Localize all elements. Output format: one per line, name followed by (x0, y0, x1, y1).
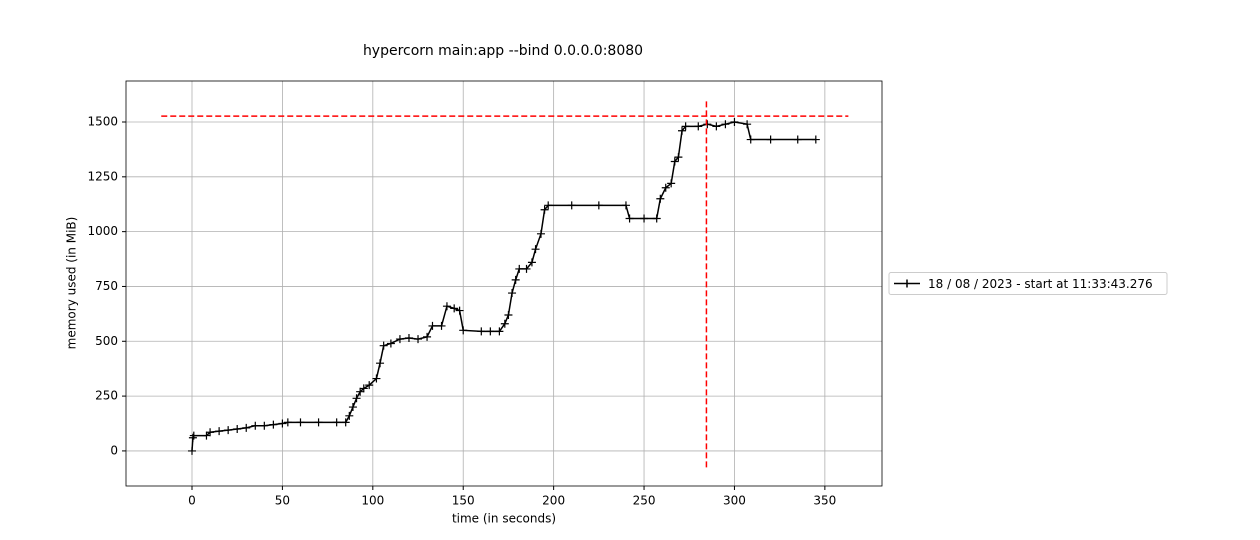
data-marker (376, 359, 385, 368)
data-marker (332, 418, 341, 427)
data-marker (746, 135, 755, 144)
data-marker (341, 418, 350, 427)
chart-title: hypercorn main:app --bind 0.0.0.0:8080 (363, 43, 643, 59)
data-marker (508, 289, 517, 298)
data-marker (189, 431, 198, 440)
y-tick-label: 500 (95, 334, 118, 348)
data-marker (703, 120, 712, 129)
plot-frame (125, 80, 883, 487)
data-marker (352, 394, 361, 403)
x-axis-label: time (in seconds) (452, 512, 556, 526)
y-tick-label: 0 (110, 443, 118, 457)
data-marker (202, 431, 211, 440)
data-marker (251, 421, 260, 430)
data-marker (477, 327, 486, 336)
data-marker (423, 332, 432, 341)
data-marker (345, 411, 354, 420)
y-tick-label: 1250 (87, 169, 118, 183)
data-marker (667, 179, 676, 188)
data-marker (455, 306, 464, 315)
data-marker (428, 321, 437, 330)
data-marker (442, 302, 451, 311)
x-tick-label: 300 (723, 494, 746, 508)
data-marker (527, 258, 536, 267)
data-marker (793, 135, 802, 144)
legend-label: 18 / 08 / 2023 - start at 11:33:43.276 (928, 277, 1153, 291)
y-tick-label: 250 (95, 389, 118, 403)
y-tick-label: 1000 (87, 224, 118, 238)
data-marker (511, 275, 520, 284)
data-marker (269, 420, 278, 429)
y-tick-label: 750 (95, 279, 118, 293)
data-marker (674, 153, 683, 162)
x-tick-label: 350 (813, 494, 836, 508)
data-marker (678, 126, 687, 135)
data-marker (567, 201, 576, 210)
data-marker (522, 264, 531, 273)
data-marker (730, 118, 739, 127)
data-marker (721, 120, 730, 129)
data-marker (450, 304, 459, 313)
data-marker (531, 245, 540, 254)
data-marker (500, 319, 509, 328)
data-marker (296, 418, 305, 427)
x-tick-label: 100 (361, 494, 384, 508)
data-marker (544, 201, 553, 210)
data-marker (495, 327, 504, 336)
data-marker (652, 214, 661, 223)
data-marker (625, 214, 634, 223)
data-marker (283, 418, 292, 427)
data-marker (404, 333, 413, 342)
x-tick-label: 50 (275, 494, 290, 508)
data-marker (540, 205, 549, 214)
data-marker (260, 421, 269, 430)
data-marker (372, 374, 381, 383)
data-marker (459, 326, 468, 335)
data-marker (215, 427, 224, 436)
data-marker (661, 183, 670, 192)
legend-box (888, 272, 1168, 295)
data-marker (656, 194, 665, 203)
data-marker (359, 384, 368, 393)
x-tick-label: 250 (633, 494, 656, 508)
data-marker (348, 403, 357, 412)
data-marker (621, 201, 630, 210)
y-axis-label: memory used (in MiB) (65, 217, 79, 350)
data-marker (395, 335, 404, 344)
data-marker (681, 122, 690, 131)
data-marker (694, 122, 703, 131)
data-marker (365, 381, 374, 390)
data-marker (743, 120, 752, 129)
data-marker (486, 327, 495, 336)
x-tick-label: 200 (542, 494, 565, 508)
data-marker (811, 135, 820, 144)
data-marker (206, 428, 215, 437)
data-marker (224, 426, 233, 435)
data-marker (414, 335, 423, 344)
data-marker (712, 122, 721, 131)
data-marker (536, 229, 545, 238)
x-tick-label: 150 (452, 494, 475, 508)
data-marker (670, 157, 679, 166)
data-marker (386, 339, 395, 348)
data-marker (356, 387, 365, 396)
data-marker (640, 214, 649, 223)
data-marker (437, 321, 446, 330)
data-marker (594, 201, 603, 210)
legend-swatch (894, 279, 920, 288)
x-tick-label: 0 (188, 494, 196, 508)
data-marker (242, 423, 251, 432)
y-tick-label: 1500 (87, 115, 118, 129)
data-marker (187, 446, 196, 455)
data-marker (278, 419, 287, 428)
data-marker (379, 341, 388, 350)
data-marker (233, 424, 242, 433)
data-marker (515, 264, 524, 273)
data-marker (504, 310, 513, 319)
data-marker (766, 135, 775, 144)
data-marker (314, 418, 323, 427)
